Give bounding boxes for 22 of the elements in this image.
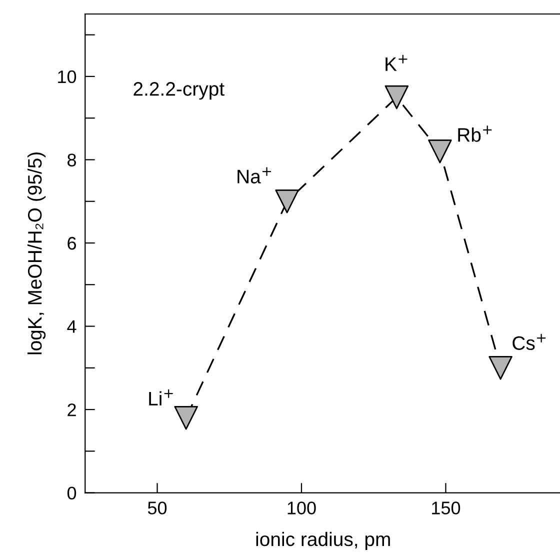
annotation: Rb$^{+}$ [458, 126, 492, 142]
y-tick-label: 6 [68, 236, 76, 250]
x-tick-label: 150 [432, 502, 460, 514]
y-tick-label: 8 [68, 154, 76, 166]
point [488, 356, 512, 380]
annotation: Li$^{+}$ [149, 389, 173, 406]
point [384, 85, 409, 110]
point [428, 140, 452, 164]
y-axis-title: logK, MeOH/H₂O (95/5) [27, 152, 46, 354]
annotation: 2.2.2-crypt [134, 82, 224, 100]
annotation: K$^{+}$ [386, 54, 408, 71]
y-tick-label: 10 [58, 70, 76, 84]
annotation: Na$^{+}$ [238, 167, 272, 184]
y-tick-label: 2 [68, 403, 76, 416]
x-axis-title: ionic radius, pm [256, 532, 390, 550]
annotation: Cs$^{+}$ [512, 334, 546, 350]
y-tick-label: 4 [67, 320, 76, 333]
x-tick-label: 50 [148, 502, 167, 514]
x-tick-label: 100 [288, 502, 316, 514]
point [275, 189, 299, 214]
point [174, 406, 198, 430]
y-tick-label: 0 [67, 486, 76, 500]
